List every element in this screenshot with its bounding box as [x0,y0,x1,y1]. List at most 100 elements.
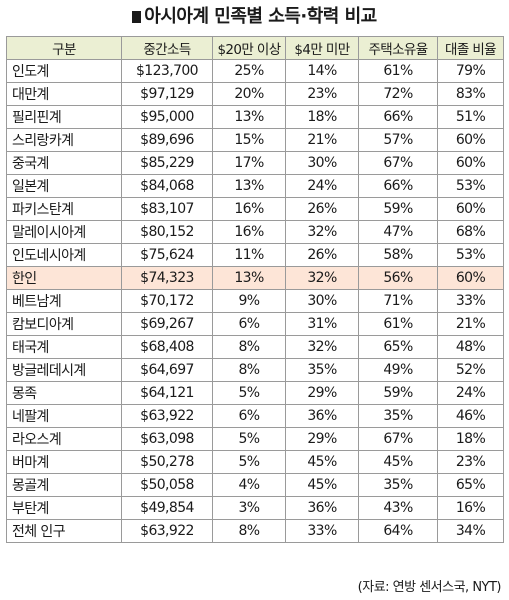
header-cell: 중간소득 [121,36,213,60]
value-cell: 59% [358,381,438,405]
table-row: 한인 $74,323 13% 32% 56% 60% [6,266,504,290]
group-name-cell: 방글레데시계 [6,358,122,382]
value-cell: $123,700 [121,59,213,83]
value-cell: 32% [285,220,359,244]
group-name-cell: 스리랑카계 [6,128,122,152]
value-cell: 47% [358,220,438,244]
header-row: 구분 중간소득 $20만 이상 $4만 미만 주택소유율 대졸 비율 [6,36,504,60]
comparison-table: 구분 중간소득 $20만 이상 $4만 미만 주택소유율 대졸 비율 인도계 $1… [6,36,504,543]
value-cell: $83,107 [121,197,213,221]
square-bullet-icon [132,11,142,23]
value-cell: 29% [285,427,359,451]
value-cell: 32% [285,266,359,290]
value-cell: 21% [437,312,504,336]
value-cell: $80,152 [121,220,213,244]
table-row: 캄보디아계 $69,267 6% 31% 61% 21% [6,312,504,336]
value-cell: 43% [358,496,438,520]
table-row: 인도네시아계 $75,624 11% 26% 58% 53% [6,243,504,267]
value-cell: 49% [358,358,438,382]
table-row: 몽골계 $50,058 4% 45% 35% 65% [6,473,504,497]
value-cell: 65% [437,473,504,497]
value-cell: 11% [212,243,286,267]
group-name-cell: 베트남계 [6,289,122,313]
value-cell: 18% [437,427,504,451]
value-cell: $63,922 [121,519,213,543]
value-cell: 65% [358,335,438,359]
value-cell: 60% [437,151,504,175]
value-cell: 60% [437,266,504,290]
value-cell: 26% [285,243,359,267]
value-cell: 25% [212,59,286,83]
value-cell: 20% [212,82,286,106]
value-cell: 56% [358,266,438,290]
group-name-cell: 필리핀계 [6,105,122,129]
value-cell: 66% [358,174,438,198]
value-cell: 53% [437,243,504,267]
table-row: 중국계 $85,229 17% 30% 67% 60% [6,151,504,175]
table-row: 필리핀계 $95,000 13% 18% 66% 51% [6,105,504,129]
value-cell: $49,854 [121,496,213,520]
value-cell: 32% [285,335,359,359]
value-cell: 36% [285,404,359,428]
value-cell: 51% [437,105,504,129]
group-name-cell: 전체 인구 [6,519,122,543]
value-cell: $97,129 [121,82,213,106]
value-cell: 18% [285,105,359,129]
value-cell: 14% [285,59,359,83]
group-name-cell: 태국계 [6,335,122,359]
group-name-cell: 라오스계 [6,427,122,451]
value-cell: 3% [212,496,286,520]
table-row: 전체 인구 $63,922 8% 33% 64% 34% [6,519,504,543]
value-cell: 61% [358,312,438,336]
value-cell: 13% [212,266,286,290]
value-cell: $95,000 [121,105,213,129]
value-cell: $85,229 [121,151,213,175]
value-cell: 79% [437,59,504,83]
value-cell: 33% [285,519,359,543]
value-cell: 45% [285,473,359,497]
value-cell: 30% [285,151,359,175]
value-cell: $63,922 [121,404,213,428]
group-name-cell: 한인 [6,266,122,290]
table-row: 태국계 $68,408 8% 32% 65% 48% [6,335,504,359]
table-body: 인도계 $123,700 25% 14% 61% 79% 대만계 $97,129 20% 23% 7… [6,59,504,543]
value-cell: $64,121 [121,381,213,405]
table-row: 네팔계 $63,922 6% 36% 35% 46% [6,404,504,428]
value-cell: 33% [437,289,504,313]
value-cell: 16% [212,220,286,244]
value-cell: 21% [285,128,359,152]
value-cell: 24% [285,174,359,198]
value-cell: $50,058 [121,473,213,497]
value-cell: 4% [212,473,286,497]
value-cell: 52% [437,358,504,382]
table-row: 부탄계 $49,854 3% 36% 43% 16% [6,496,504,520]
table-row: 인도계 $123,700 25% 14% 61% 79% [6,59,504,83]
value-cell: 9% [212,289,286,313]
group-name-cell: 인도네시아계 [6,243,122,267]
value-cell: 8% [212,335,286,359]
title-text: 아시아계 민족별 소득·학력 비교 [144,6,377,27]
table-row: 라오스계 $63,098 5% 29% 67% 18% [6,427,504,451]
group-name-cell: 부탄계 [6,496,122,520]
value-cell: 67% [358,427,438,451]
value-cell: 60% [437,197,504,221]
table-row: 베트남계 $70,172 9% 30% 71% 33% [6,289,504,313]
value-cell: 59% [358,197,438,221]
value-cell: 8% [212,519,286,543]
value-cell: $75,624 [121,243,213,267]
table-row: 몽족 $64,121 5% 29% 59% 24% [6,381,504,405]
table-row: 파키스탄계 $83,107 16% 26% 59% 60% [6,197,504,221]
value-cell: $50,278 [121,450,213,474]
value-cell: 15% [212,128,286,152]
table-row: 스리랑카계 $89,696 15% 21% 57% 60% [6,128,504,152]
value-cell: 23% [437,450,504,474]
table-title: 아시아계 민족별 소득·학력 비교 [0,0,509,34]
value-cell: 45% [285,450,359,474]
value-cell: $70,172 [121,289,213,313]
group-name-cell: 몽골계 [6,473,122,497]
value-cell: 64% [358,519,438,543]
group-name-cell: 버마계 [6,450,122,474]
value-cell: $74,323 [121,266,213,290]
value-cell: 26% [285,197,359,221]
value-cell: 35% [358,473,438,497]
